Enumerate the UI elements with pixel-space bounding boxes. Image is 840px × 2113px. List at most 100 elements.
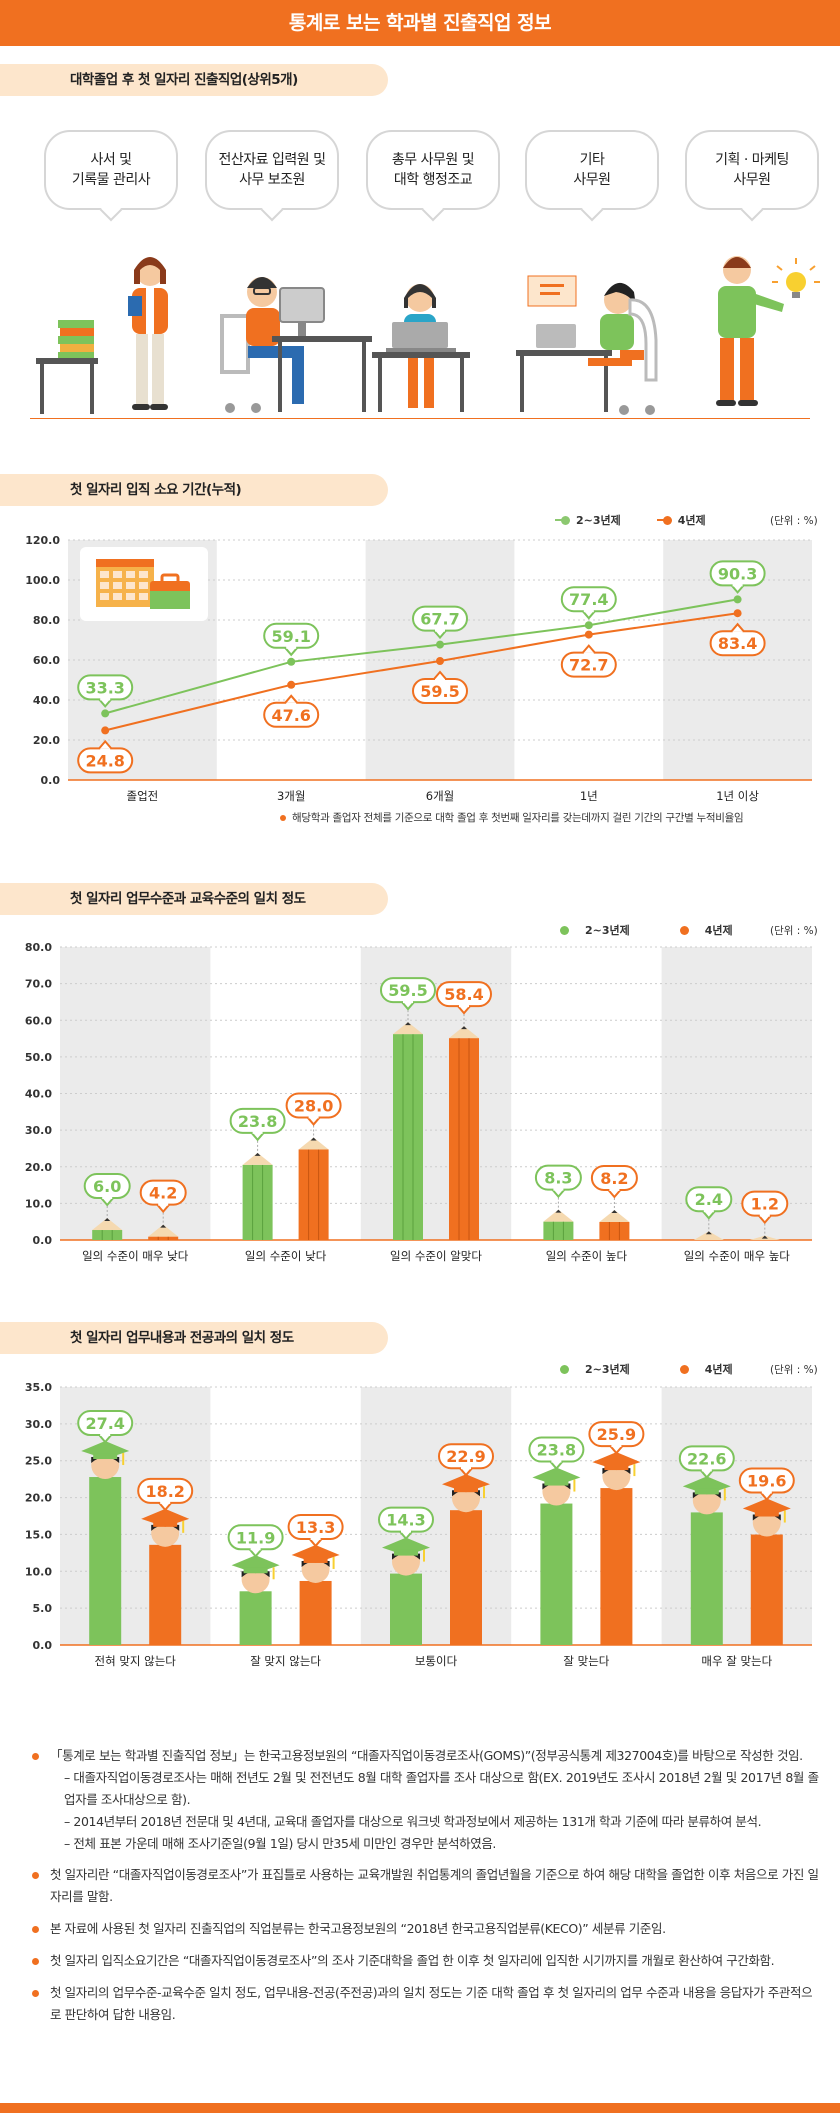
librarian-illustration	[36, 257, 168, 414]
chart1-label-a-0-text: 33.3	[85, 678, 124, 697]
chart1-line: 0.0 20.0 40.0 60.0 80.0 100.0 120.0 졸업전 3개월 6개월 1년…	[25, 534, 812, 803]
chart1-label-b-3: 72.7	[560, 644, 617, 678]
chart1-point-1-0	[101, 726, 110, 735]
chart3-label-1-3-text: 25.9	[597, 1425, 636, 1444]
chart2-ytick-4: 40.0	[25, 1088, 52, 1101]
chart2-xtick-3: 일의 수준이 높다	[546, 1249, 628, 1263]
chart3-bar-1-4	[742, 1498, 791, 1645]
chart1-point-0-2	[436, 640, 444, 649]
note-item: 첫 일자리의 업무수준-교육수준 일치 정도, 업무내용-전공(주전공)과의 일…	[30, 1982, 820, 2026]
chart2-bar-1-1	[298, 1119, 329, 1240]
note-subitem: – 전체 표본 가운데 매해 조사기준일(9월 1일) 당시 만35세 미만인 …	[64, 1835, 496, 1851]
chart3-label-1-2: 22.9	[438, 1443, 494, 1477]
job-bubble-5: 기획 · 마케팅 사무원	[685, 130, 819, 210]
chart3-label-0-0: 27.4	[77, 1410, 134, 1444]
chart1-footnote: 해당학과 졸업자 전체를 기준으로 대학 졸업 후 첫번째 일자리를 갖는데까지…	[280, 810, 744, 825]
note-text: 본 자료에 사용된 첫 일자리 진출직업의 직업분류는 한국고용정보원의 “20…	[50, 1921, 666, 1937]
chart1-label-a-1: 59.1	[263, 622, 320, 657]
chart3-label-1-4: 19.6	[738, 1467, 795, 1502]
chart1-xtick-1: 3개월	[277, 789, 305, 803]
notes: 「통계로 보는 학과별 진출직업 정보」는 한국고용정보원의 “대졸자직업이동경…	[30, 1745, 820, 2036]
section-heading-jobs: 대학졸업 후 첫 일자리 진출직업(상위5개)	[0, 64, 388, 96]
chart3-bar-1-3	[592, 1452, 641, 1645]
note-item: 「통계로 보는 학과별 진출직업 정보」는 한국고용정보원의 “대졸자직업이동경…	[30, 1745, 820, 1854]
note-item: 첫 일자리 입직소요기간은 “대졸자직업이동경로조사”의 조사 기준대학을 졸업…	[30, 1950, 820, 1972]
chart2-label-1-3-text: 8.2	[600, 1169, 628, 1188]
chart2-label-1-2-text: 58.4	[444, 985, 483, 1004]
chart2-label-0-2: 59.5	[380, 977, 436, 1011]
chart2-label-0-2-text: 59.5	[388, 981, 427, 1000]
section-heading-chart3: 첫 일자리 업무내용과 전공과의 일치 정도	[0, 1322, 388, 1354]
chart3-label-1-2-text: 22.9	[446, 1447, 485, 1466]
note-text: 「통계로 보는 학과별 진출직업 정보」는 한국고용정보원의 “대졸자직업이동경…	[50, 1748, 803, 1763]
job-bubble-3: 총무 사무원 및 대학 행정조교	[366, 130, 500, 210]
chart3-label-0-4: 22.6	[678, 1445, 735, 1479]
chart2-ytick-7: 70.0	[25, 978, 52, 991]
chart3-bar-1-2	[442, 1474, 490, 1645]
chart1-label-b-1-text: 47.6	[271, 706, 310, 725]
chart2-legend: 2~3년제 4년제	[560, 922, 733, 938]
chart1-label-b-3-text: 72.7	[569, 656, 608, 675]
chart2-label-1-4: 1.2	[741, 1190, 789, 1225]
chart2-label-1-1: 28.0	[285, 1092, 342, 1126]
chart3-ytick-6: 30.0	[25, 1418, 52, 1431]
chart3-label-0-4-text: 22.6	[687, 1449, 726, 1468]
chart1-point-1-1	[287, 680, 296, 689]
chart3-label-1-1-text: 13.3	[296, 1518, 335, 1537]
chart3-xtick-1: 잘 맞지 않는다	[250, 1654, 321, 1668]
chart2-unit: (단위 : %)	[770, 925, 818, 937]
chart1-label-b-0-text: 24.8	[85, 751, 124, 770]
chart2-bar-1-3	[599, 1191, 630, 1240]
chart3-ytick-1: 5.0	[33, 1602, 53, 1615]
chart3-bar-0-1	[231, 1555, 280, 1645]
chart1-label-a-4-text: 90.3	[718, 564, 757, 583]
chart3-ytick-0: 0.0	[33, 1639, 53, 1652]
chart2-ytick-5: 50.0	[25, 1051, 52, 1064]
chart3-ytick-7: 35.0	[25, 1381, 52, 1394]
chart1-point-0-1	[287, 657, 296, 666]
chart1-point-0-0	[101, 709, 110, 718]
chart3-label-1-0-text: 18.2	[145, 1482, 184, 1501]
chart3-label-0-1-text: 11.9	[236, 1528, 275, 1547]
chart3-xtick-4: 매우 잘 맞는다	[701, 1654, 772, 1668]
chart2-ytick-0: 0.0	[33, 1234, 53, 1247]
chart2-ytick-1: 10.0	[25, 1197, 52, 1210]
chart1-label-a-0: 33.3	[77, 674, 134, 708]
divider	[30, 418, 810, 419]
chart1-label-b-2-text: 59.5	[420, 682, 459, 701]
chart3-label-0-0-text: 27.4	[85, 1414, 124, 1433]
chart1-label-b-2: 59.5	[412, 670, 468, 704]
chart2-xtick-4: 일의 수준이 매우 높다	[684, 1249, 791, 1263]
data-entry-illustration	[220, 277, 372, 413]
chart2-label-0-3: 8.3	[534, 1164, 582, 1199]
chart1-label-a-3-text: 77.4	[569, 590, 608, 609]
chart1-xtick-3: 1년	[580, 789, 598, 803]
legend-series-a: 2~3년제	[585, 1363, 630, 1376]
chart3-bar-0-0	[81, 1441, 130, 1645]
chart3-label-0-2: 14.3	[378, 1506, 434, 1541]
note-text: 첫 일자리의 업무수준-교육수준 일치 정도, 업무내용-전공(주전공)과의 일…	[50, 1984, 813, 2022]
chart2-label-0-3-text: 8.3	[544, 1169, 572, 1188]
marketer-illustration	[716, 256, 820, 406]
chart2-ytick-2: 20.0	[25, 1161, 52, 1174]
chart2-ytick-6: 60.0	[25, 1014, 52, 1027]
chart2-ytick-3: 30.0	[25, 1124, 52, 1137]
chart2-label-0-1-text: 23.8	[238, 1112, 277, 1131]
chart3-label-0-2-text: 14.3	[386, 1511, 425, 1530]
chart1-point-1-2	[436, 657, 444, 665]
chart1-ytick-3: 60.0	[33, 654, 60, 667]
chart2-label-0-0-text: 6.0	[93, 1177, 121, 1196]
job-bubble-2: 전산자료 입력원 및 사무 보조원	[205, 130, 339, 210]
chart3-ytick-2: 10.0	[25, 1565, 52, 1578]
chart2-bar-1-2	[449, 1008, 479, 1240]
chart2-label-1-0-text: 4.2	[149, 1184, 177, 1203]
chart3-legend: 2~3년제 4년제	[560, 1361, 733, 1377]
legend-series-b: 4년제	[704, 1363, 733, 1376]
chart3-label-0-3-text: 23.8	[537, 1441, 576, 1460]
chart1-label-a-1-text: 59.1	[271, 627, 310, 646]
chart1-label-b-4-text: 83.4	[718, 634, 757, 653]
chart3-panel-4	[661, 1387, 812, 1645]
chart1-xtick-4: 1년 이상	[716, 789, 759, 803]
page-title: 통계로 보는 학과별 진출직업 정보	[0, 0, 840, 46]
office-worker-illustration	[516, 275, 658, 415]
